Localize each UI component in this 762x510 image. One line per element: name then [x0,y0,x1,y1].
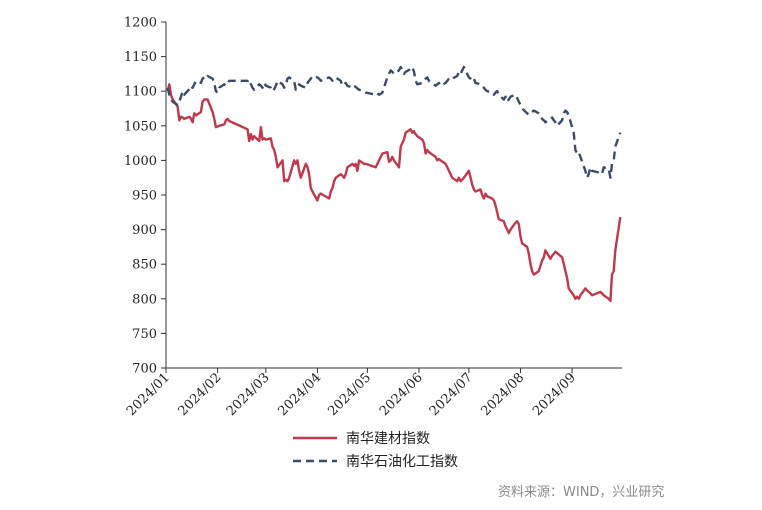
x-tick-label: 2024/05 [325,370,374,419]
x-tick-label: 2024/04 [275,370,324,419]
y-tick-label: 700 [132,362,157,377]
x-tick-label: 2024/06 [377,370,426,419]
series-line-0 [166,83,622,303]
x-tick-label: 2024/09 [530,370,579,419]
x-axis: 2024/01 2024/02 2024/03 2024/04 2024/05 2024/… [124,367,622,419]
x-tick-label: 2024/02 [176,370,225,419]
x-tick-label: 2024/03 [224,370,273,419]
series-line-1 [166,65,622,179]
y-tick-label: 850 [132,258,157,273]
x-tick-label: 2024/08 [479,370,528,419]
y-tick-label: 750 [132,327,157,342]
y-tick-label: 900 [132,223,157,238]
legend-label-petrochemical: 南华石油化工指数 [346,454,458,470]
source-note: 资料来源：WIND，兴业研究 [498,485,665,500]
legend: 南华建材指数 南华石油化工指数 [293,431,458,470]
y-tick-label: 1050 [124,119,157,134]
y-tick-label: 1000 [124,154,157,169]
x-tick-label: 2024/01 [124,370,173,419]
y-tick-label: 950 [132,189,157,204]
y-tick-label: 1150 [124,50,157,65]
y-axis: 700 750 800 850 900 950 1000 1050 1100 1150 1200 [124,16,167,377]
y-tick-label: 800 [132,292,157,307]
y-tick-label: 1200 [124,16,157,31]
x-tick-label: 2024/07 [427,370,476,419]
series-lines [166,65,622,303]
y-tick-label: 1100 [124,85,157,100]
legend-label-building-materials: 南华建材指数 [346,431,430,447]
